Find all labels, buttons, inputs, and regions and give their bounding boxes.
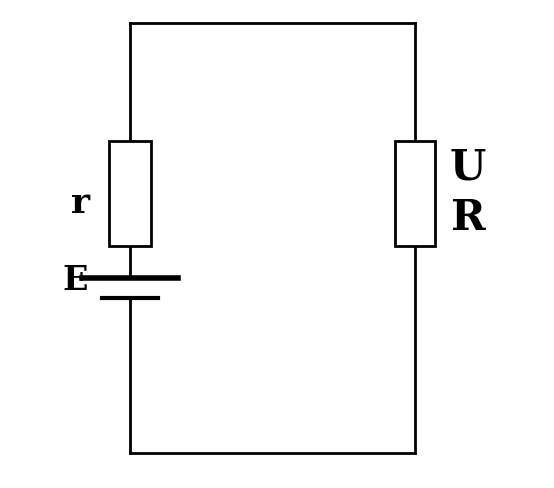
Text: E: E: [62, 264, 88, 298]
Bar: [395, 141, 435, 245]
Text: U: U: [450, 147, 486, 189]
Text: R: R: [451, 197, 485, 239]
Bar: [109, 141, 151, 245]
Text: r: r: [70, 186, 90, 220]
